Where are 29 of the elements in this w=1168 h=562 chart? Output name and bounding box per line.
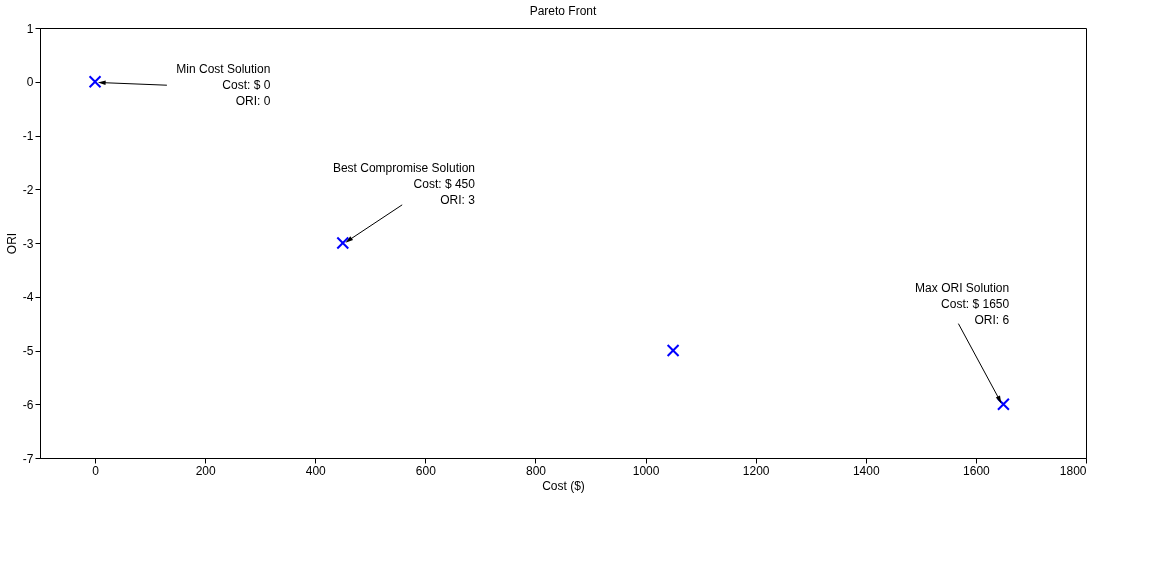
y-tick-label: -2 bbox=[22, 182, 34, 197]
x-tick-label: 1600 bbox=[963, 463, 991, 478]
y-tick-label: -4 bbox=[22, 290, 34, 305]
x-tick-label: 800 bbox=[525, 463, 547, 478]
y-tick-label: -7 bbox=[22, 451, 34, 466]
annotation: Min Cost Solution Cost: $ 0 ORI: 0 bbox=[176, 62, 271, 109]
x-tick-label: 1800 bbox=[1059, 463, 1087, 478]
x-tick-label: 1000 bbox=[632, 463, 660, 478]
x-tick-label: 1400 bbox=[852, 463, 880, 478]
x-tick-label: 200 bbox=[195, 463, 216, 478]
y-tick-label: 0 bbox=[26, 75, 34, 90]
point bbox=[88, 75, 102, 89]
y-tick-label: -1 bbox=[22, 129, 34, 143]
annotation: Max ORI Solution Cost: $ 1650 ORI: 6 bbox=[915, 280, 1010, 327]
point bbox=[666, 344, 680, 357]
y-tick-label: -6 bbox=[22, 397, 34, 412]
chart-title: Pareto Front bbox=[529, 4, 598, 18]
x-tick-label: 0 bbox=[92, 463, 100, 478]
point bbox=[336, 236, 350, 250]
y-tick-label: -5 bbox=[22, 344, 34, 358]
y-tick-label: -3 bbox=[22, 236, 34, 251]
x-axis-title: Cost ($) bbox=[542, 478, 585, 493]
point bbox=[996, 397, 1010, 411]
y-axis-title: ORI bbox=[4, 232, 19, 255]
y-tick-label: 1 bbox=[26, 21, 34, 36]
x-tick-label: 400 bbox=[305, 463, 327, 478]
x-tick-label: 600 bbox=[415, 463, 437, 478]
annotation: Best Compromise Solution Cost: $ 450 ORI: 3 bbox=[332, 161, 476, 208]
x-tick-label: 1200 bbox=[742, 463, 770, 478]
